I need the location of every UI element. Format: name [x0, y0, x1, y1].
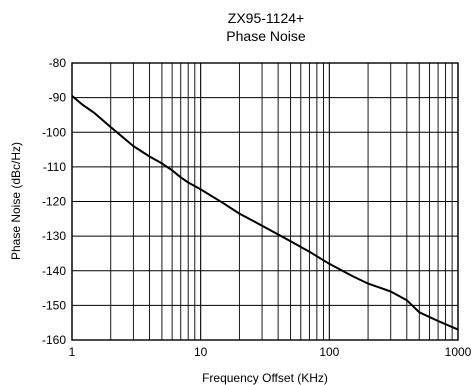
series-layer — [71, 95, 459, 331]
x-axis-label: Frequency Offset (KHz) — [202, 371, 328, 385]
y-tick-label: -140 — [42, 264, 66, 278]
chart-subtitle: Phase Noise — [226, 28, 306, 44]
y-tick-label: -90 — [49, 91, 67, 105]
y-tick-label: -150 — [42, 298, 66, 312]
plot-frame — [71, 62, 459, 341]
y-tick-label: -160 — [42, 333, 66, 347]
x-tick-label: 1 — [69, 345, 76, 359]
y-axis-label: Phase Noise (dBc/Hz) — [9, 142, 23, 260]
phase-noise-line — [71, 95, 459, 331]
y-tick-label: -130 — [42, 229, 66, 243]
grid-lines — [71, 62, 459, 341]
y-tick-label: -110 — [43, 160, 66, 174]
chart-title: ZX95-1124+ — [228, 10, 304, 26]
x-tick-label: 100 — [319, 345, 339, 359]
y-tick-label: -120 — [42, 195, 66, 209]
y-tick-label: -100 — [42, 125, 66, 139]
tick-labels: 1 10 100 1000 -80 -90 -100 -110 -120 -130 -140 -150… — [42, 56, 472, 359]
x-tick-label: 10 — [194, 345, 208, 359]
x-tick-label: 1000 — [445, 345, 472, 359]
y-tick-label: -80 — [49, 56, 67, 70]
